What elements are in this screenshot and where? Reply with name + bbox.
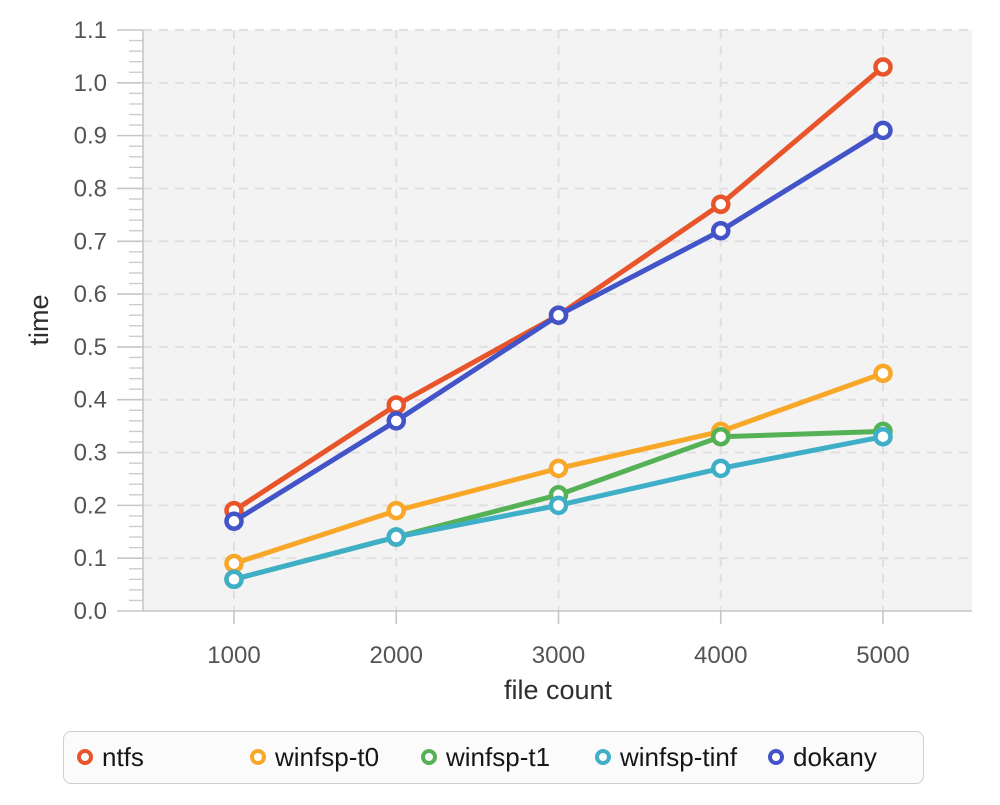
legend-item-winfsp-t1: winfsp-t1 bbox=[421, 732, 550, 782]
legend-marker-icon bbox=[77, 749, 93, 765]
x-tick-label: 3000 bbox=[532, 642, 585, 669]
y-tick-label: 0.0 bbox=[74, 598, 107, 625]
legend-label: winfsp-tinf bbox=[620, 742, 738, 772]
axis-lines bbox=[142, 30, 972, 612]
legend-item-dokany: dokany bbox=[768, 732, 877, 782]
y-tick-label: 0.6 bbox=[74, 281, 107, 308]
data-point-dokany-2000 bbox=[386, 411, 406, 431]
y-tick-label: 0.4 bbox=[74, 387, 107, 414]
y-tick-label: 0.2 bbox=[74, 492, 107, 519]
y-tick-label: 0.3 bbox=[74, 440, 107, 467]
data-point-dokany-5000 bbox=[873, 120, 893, 141]
legend: ntfs winfsp-t0 winfsp-t1 winfsp-tinf dokany bbox=[63, 731, 924, 784]
y-tick-label: 0.9 bbox=[74, 123, 107, 150]
legend-item-winfsp-t0: winfsp-t0 bbox=[250, 732, 379, 782]
data-point-winfsp-tinf-5000 bbox=[873, 426, 893, 447]
data-point-winfsp-t0-3000 bbox=[548, 458, 569, 479]
gridlines bbox=[143, 29, 972, 611]
data-point-dokany-1000 bbox=[224, 511, 244, 531]
legend-label: winfsp-t1 bbox=[446, 742, 551, 772]
legend-marker-icon bbox=[250, 749, 266, 765]
data-point-winfsp-t0-5000 bbox=[873, 363, 893, 384]
data-point-winfsp-tinf-1000 bbox=[224, 569, 244, 590]
x-tick-label: 1000 bbox=[207, 642, 260, 669]
legend-label: dokany bbox=[793, 742, 877, 772]
data-point-dokany-3000 bbox=[548, 305, 569, 325]
data-point-winfsp-tinf-4000 bbox=[711, 458, 731, 479]
y-tick-label: 0.8 bbox=[74, 175, 107, 202]
x-axis-title: file count bbox=[504, 675, 613, 705]
data-point-winfsp-t1-4000 bbox=[711, 426, 731, 447]
x-tick-label: 4000 bbox=[694, 642, 747, 669]
legend-label: ntfs bbox=[102, 742, 144, 772]
legend-item-ntfs: ntfs bbox=[77, 732, 144, 782]
data-point-ntfs-4000 bbox=[711, 194, 731, 215]
data-point-ntfs-2000 bbox=[386, 395, 406, 415]
data-point-dokany-4000 bbox=[711, 220, 731, 241]
data-point-winfsp-tinf-3000 bbox=[548, 495, 569, 516]
y-axis-title: time bbox=[24, 294, 54, 345]
legend-item-winfsp-tinf: winfsp-tinf bbox=[595, 732, 737, 782]
legend-marker-icon bbox=[595, 749, 611, 765]
data-point-winfsp-tinf-2000 bbox=[386, 527, 406, 547]
y-tick-label: 0.5 bbox=[74, 334, 107, 361]
y-tick-label: 0.7 bbox=[74, 228, 107, 255]
y-tick-label: 1.0 bbox=[74, 70, 107, 97]
x-tick-label: 2000 bbox=[370, 642, 423, 669]
axis-ticks bbox=[117, 29, 884, 624]
data-point-winfsp-t0-1000 bbox=[224, 553, 244, 574]
legend-marker-icon bbox=[768, 749, 784, 765]
y-tick-label: 0.1 bbox=[74, 545, 107, 572]
legend-marker-icon bbox=[421, 749, 437, 765]
y-tick-label: 1.1 bbox=[74, 17, 107, 44]
data-point-winfsp-t0-2000 bbox=[386, 500, 406, 521]
legend-label: winfsp-t0 bbox=[275, 742, 380, 772]
data-point-ntfs-5000 bbox=[873, 57, 893, 77]
axis-labels: 0.0 0.1 0.2 0.3 0.4 0.5 0.6 0.7 0.8 0.9 1.0 1.1 1000… bbox=[74, 17, 910, 669]
data-series bbox=[224, 57, 893, 590]
x-tick-label: 5000 bbox=[856, 642, 909, 669]
